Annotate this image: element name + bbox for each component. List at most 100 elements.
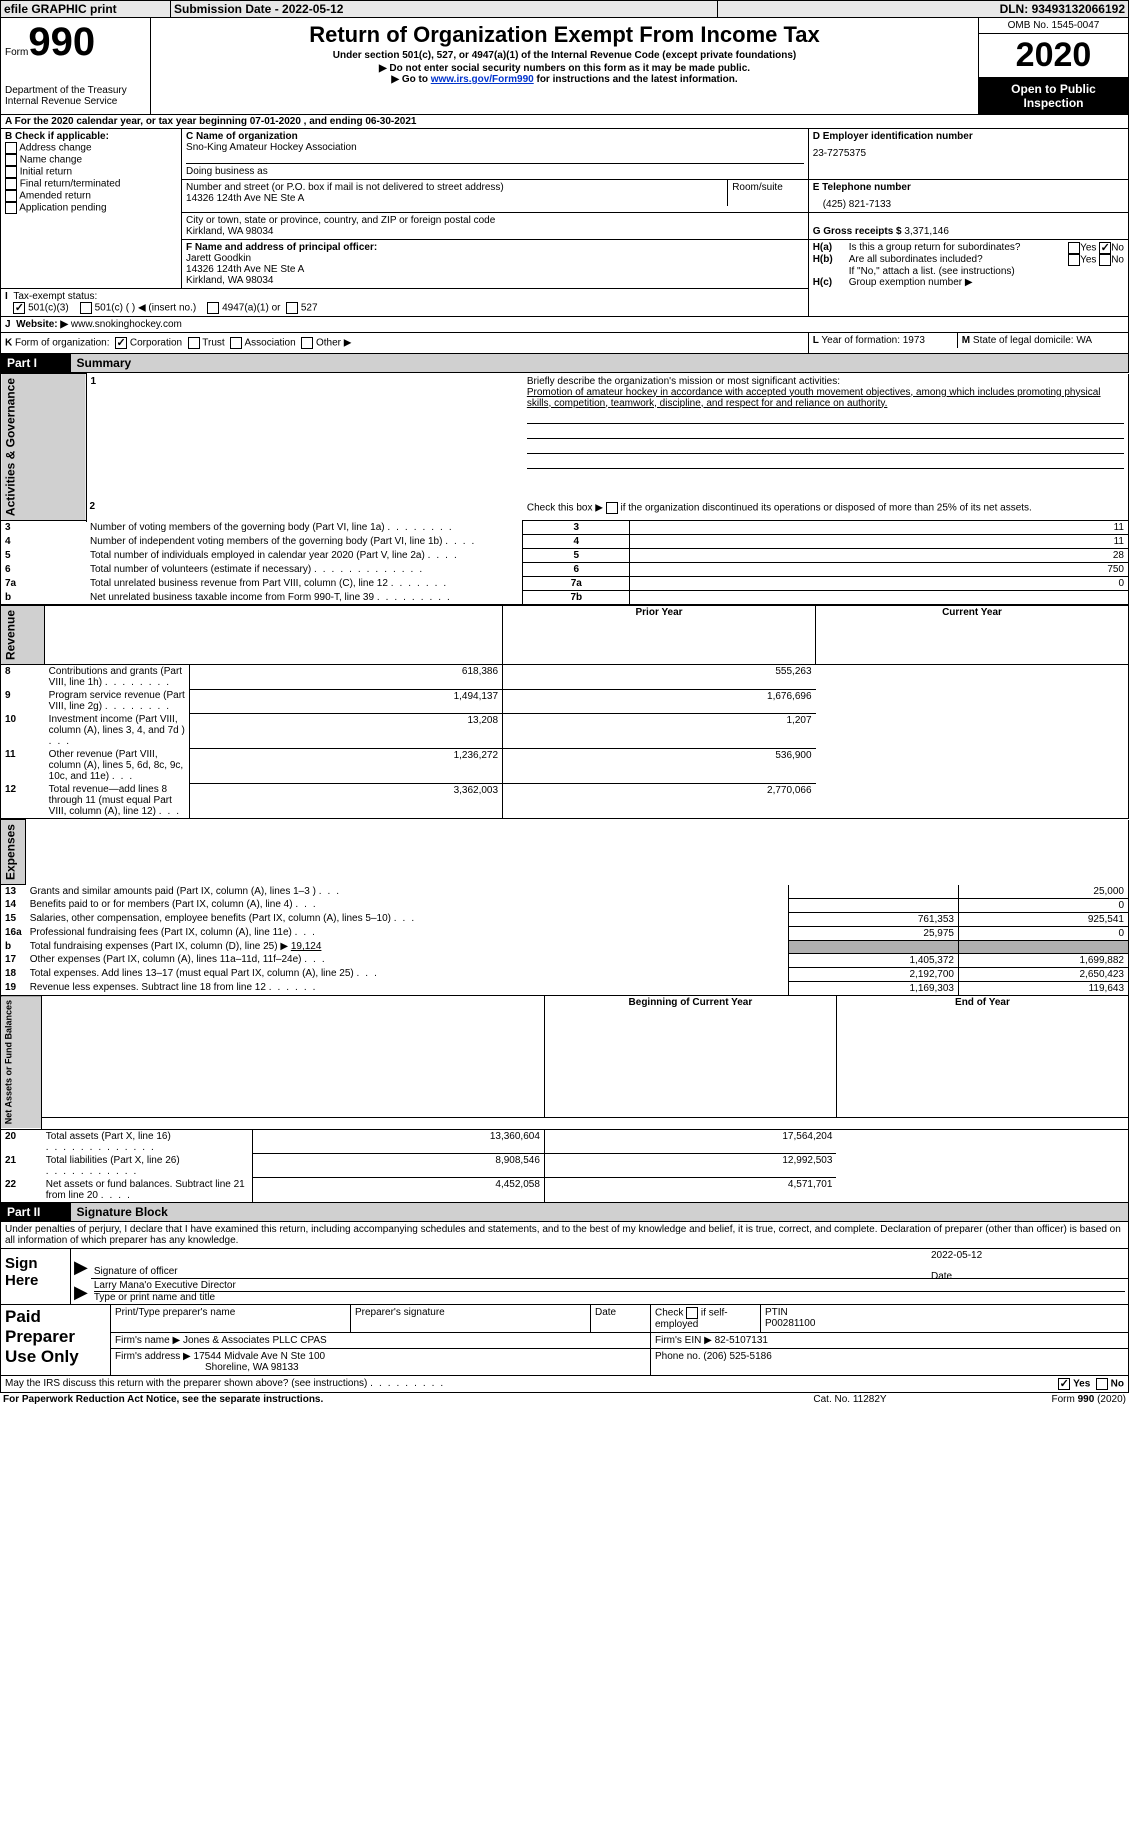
- section-exp-label: Expenses: [1, 820, 26, 885]
- cb-527[interactable]: [286, 302, 298, 314]
- hdr-end: End of Year: [836, 996, 1128, 1117]
- row-num: 5: [1, 549, 87, 563]
- prior-val: [789, 898, 959, 912]
- row-text: Total number of individuals employed in …: [86, 549, 523, 563]
- cb-corp[interactable]: [115, 337, 127, 349]
- row-text: Revenue less expenses. Subtract line 18 …: [26, 981, 789, 995]
- prior-val: 618,386: [190, 665, 503, 690]
- cb-assoc[interactable]: [230, 337, 242, 349]
- cb-trust[interactable]: [188, 337, 200, 349]
- row-num: 11: [1, 748, 45, 783]
- firm-addr1: 17544 Midvale Ave N Ste 100: [194, 1351, 326, 1362]
- ptin: P00281100: [765, 1318, 1124, 1329]
- row-num: 19: [1, 981, 26, 995]
- cb-501c[interactable]: [80, 302, 92, 314]
- cb-ha-no[interactable]: [1099, 242, 1111, 254]
- cb-4947[interactable]: [207, 302, 219, 314]
- form990-link[interactable]: www.irs.gov/Form990: [431, 74, 534, 85]
- dln-row: DLN: 93493132066192: [718, 1, 1129, 18]
- part2-header: Part II Signature Block: [0, 1203, 1129, 1222]
- current-val: 0: [959, 898, 1129, 912]
- row-num: 3: [1, 521, 87, 535]
- website: www.snokinghockey.com: [71, 319, 182, 330]
- box-l-text: Year of formation:: [821, 335, 902, 346]
- box-f-label: F Name and address of principal officer:: [186, 242, 377, 253]
- row-text: Salaries, other compensation, employee b…: [26, 912, 789, 926]
- current-val: 555,263: [503, 665, 816, 690]
- form-subtitle: Under section 501(c), 527, or 4947(a)(1)…: [161, 50, 968, 61]
- cb-hb-yes[interactable]: [1068, 254, 1080, 266]
- prior-val: 13,360,604: [252, 1129, 544, 1154]
- cb-name-change[interactable]: [5, 154, 17, 166]
- row-text: Other revenue (Part VIII, column (A), li…: [45, 748, 190, 783]
- q2-label: 2: [86, 500, 523, 521]
- bar-a-text2: , and ending: [301, 116, 365, 127]
- cb-final-return[interactable]: [5, 178, 17, 190]
- omb-label: OMB No. 1545-0047: [979, 18, 1128, 34]
- efile-label[interactable]: efile GRAPHIC print: [1, 1, 171, 18]
- cat-no: Cat. No. 11282Y: [758, 1393, 942, 1406]
- opt-assoc: Association: [245, 338, 296, 349]
- phone: (425) 821-7133: [813, 199, 1124, 210]
- cb-discuss-no[interactable]: [1096, 1378, 1108, 1390]
- box-m-text: State of legal domicile:: [973, 335, 1076, 346]
- row-text: Program service revenue (Part VIII, line…: [45, 689, 190, 713]
- row-text: Other expenses (Part IX, column (A), lin…: [26, 953, 789, 967]
- bar-a-date2: 06-30-2021: [365, 116, 416, 127]
- room-label: Room/suite: [728, 180, 808, 206]
- sig-officer-label: Signature of officer: [94, 1266, 178, 1277]
- cb-initial-return[interactable]: [5, 166, 17, 178]
- form-title: Return of Organization Exempt From Incom…: [161, 22, 968, 48]
- row-num: 13: [1, 885, 26, 899]
- cb-amended[interactable]: [5, 190, 17, 202]
- row-val: 0: [630, 577, 1129, 591]
- row-text: Net assets or fund balances. Subtract li…: [42, 1178, 253, 1203]
- current-val: [959, 940, 1129, 953]
- prior-val: 1,405,372: [789, 953, 959, 967]
- box-c-label: C Name of organization: [186, 131, 804, 142]
- firm-name-label: Firm's name ▶: [115, 1335, 180, 1346]
- cb-amended-label: Amended return: [19, 191, 91, 202]
- row-text: Net unrelated business taxable income fr…: [86, 591, 523, 605]
- row-num: 10: [1, 713, 45, 748]
- name-title: Larry Mana'o Executive Director: [94, 1280, 1125, 1292]
- box-l-label: L: [813, 335, 819, 346]
- prior-val: 1,236,272: [190, 748, 503, 783]
- section-governance: Activities & Governance 1 Briefly descri…: [0, 373, 1129, 605]
- cb-initial-return-label: Initial return: [20, 167, 72, 178]
- opt-other: Other ▶: [316, 338, 351, 349]
- cb-addr-change-label: Address change: [19, 143, 91, 154]
- top-bar: efile GRAPHIC print Submission Date - 20…: [0, 0, 1129, 18]
- box-d-label: D Employer identification number: [813, 131, 1124, 142]
- cb-other[interactable]: [301, 337, 313, 349]
- cb-self-employed[interactable]: [686, 1307, 698, 1319]
- open-public: Open to Public Inspection: [979, 78, 1128, 114]
- prior-val: 13,208: [190, 713, 503, 748]
- row-num: 18: [1, 967, 26, 981]
- q1-label: 1: [86, 374, 523, 500]
- discuss-yes: Yes: [1073, 1379, 1090, 1390]
- cb-501c3[interactable]: [13, 302, 25, 314]
- check-label: Check: [655, 1308, 683, 1319]
- cb-ha-yes[interactable]: [1068, 242, 1080, 254]
- current-val: 2,770,066: [503, 783, 816, 819]
- tax-year-bar: A For the 2020 calendar year, or tax yea…: [0, 115, 1129, 129]
- cb-hb-no[interactable]: [1099, 254, 1111, 266]
- current-val: 25,000: [959, 885, 1129, 899]
- hdr-begin: Beginning of Current Year: [544, 996, 836, 1117]
- row-num: b: [1, 591, 87, 605]
- cb-discuss-yes[interactable]: [1058, 1378, 1070, 1390]
- paid-prep: Paid Preparer Use Only: [1, 1305, 111, 1376]
- cb-addr-change[interactable]: [5, 142, 17, 154]
- box-e-label: E Telephone number: [813, 182, 1124, 193]
- cb-discontinued[interactable]: [606, 502, 618, 514]
- box-j-label: J: [5, 319, 11, 330]
- discuss-no: No: [1111, 1379, 1124, 1390]
- form-label: Form: [5, 47, 28, 58]
- row-box: 4: [523, 535, 630, 549]
- opt-527: 527: [301, 303, 318, 314]
- part1-title: Summary: [71, 354, 1129, 373]
- cb-app-pending[interactable]: [5, 202, 17, 214]
- row-text: Total number of volunteers (estimate if …: [86, 563, 523, 577]
- row-num: 6: [1, 563, 87, 577]
